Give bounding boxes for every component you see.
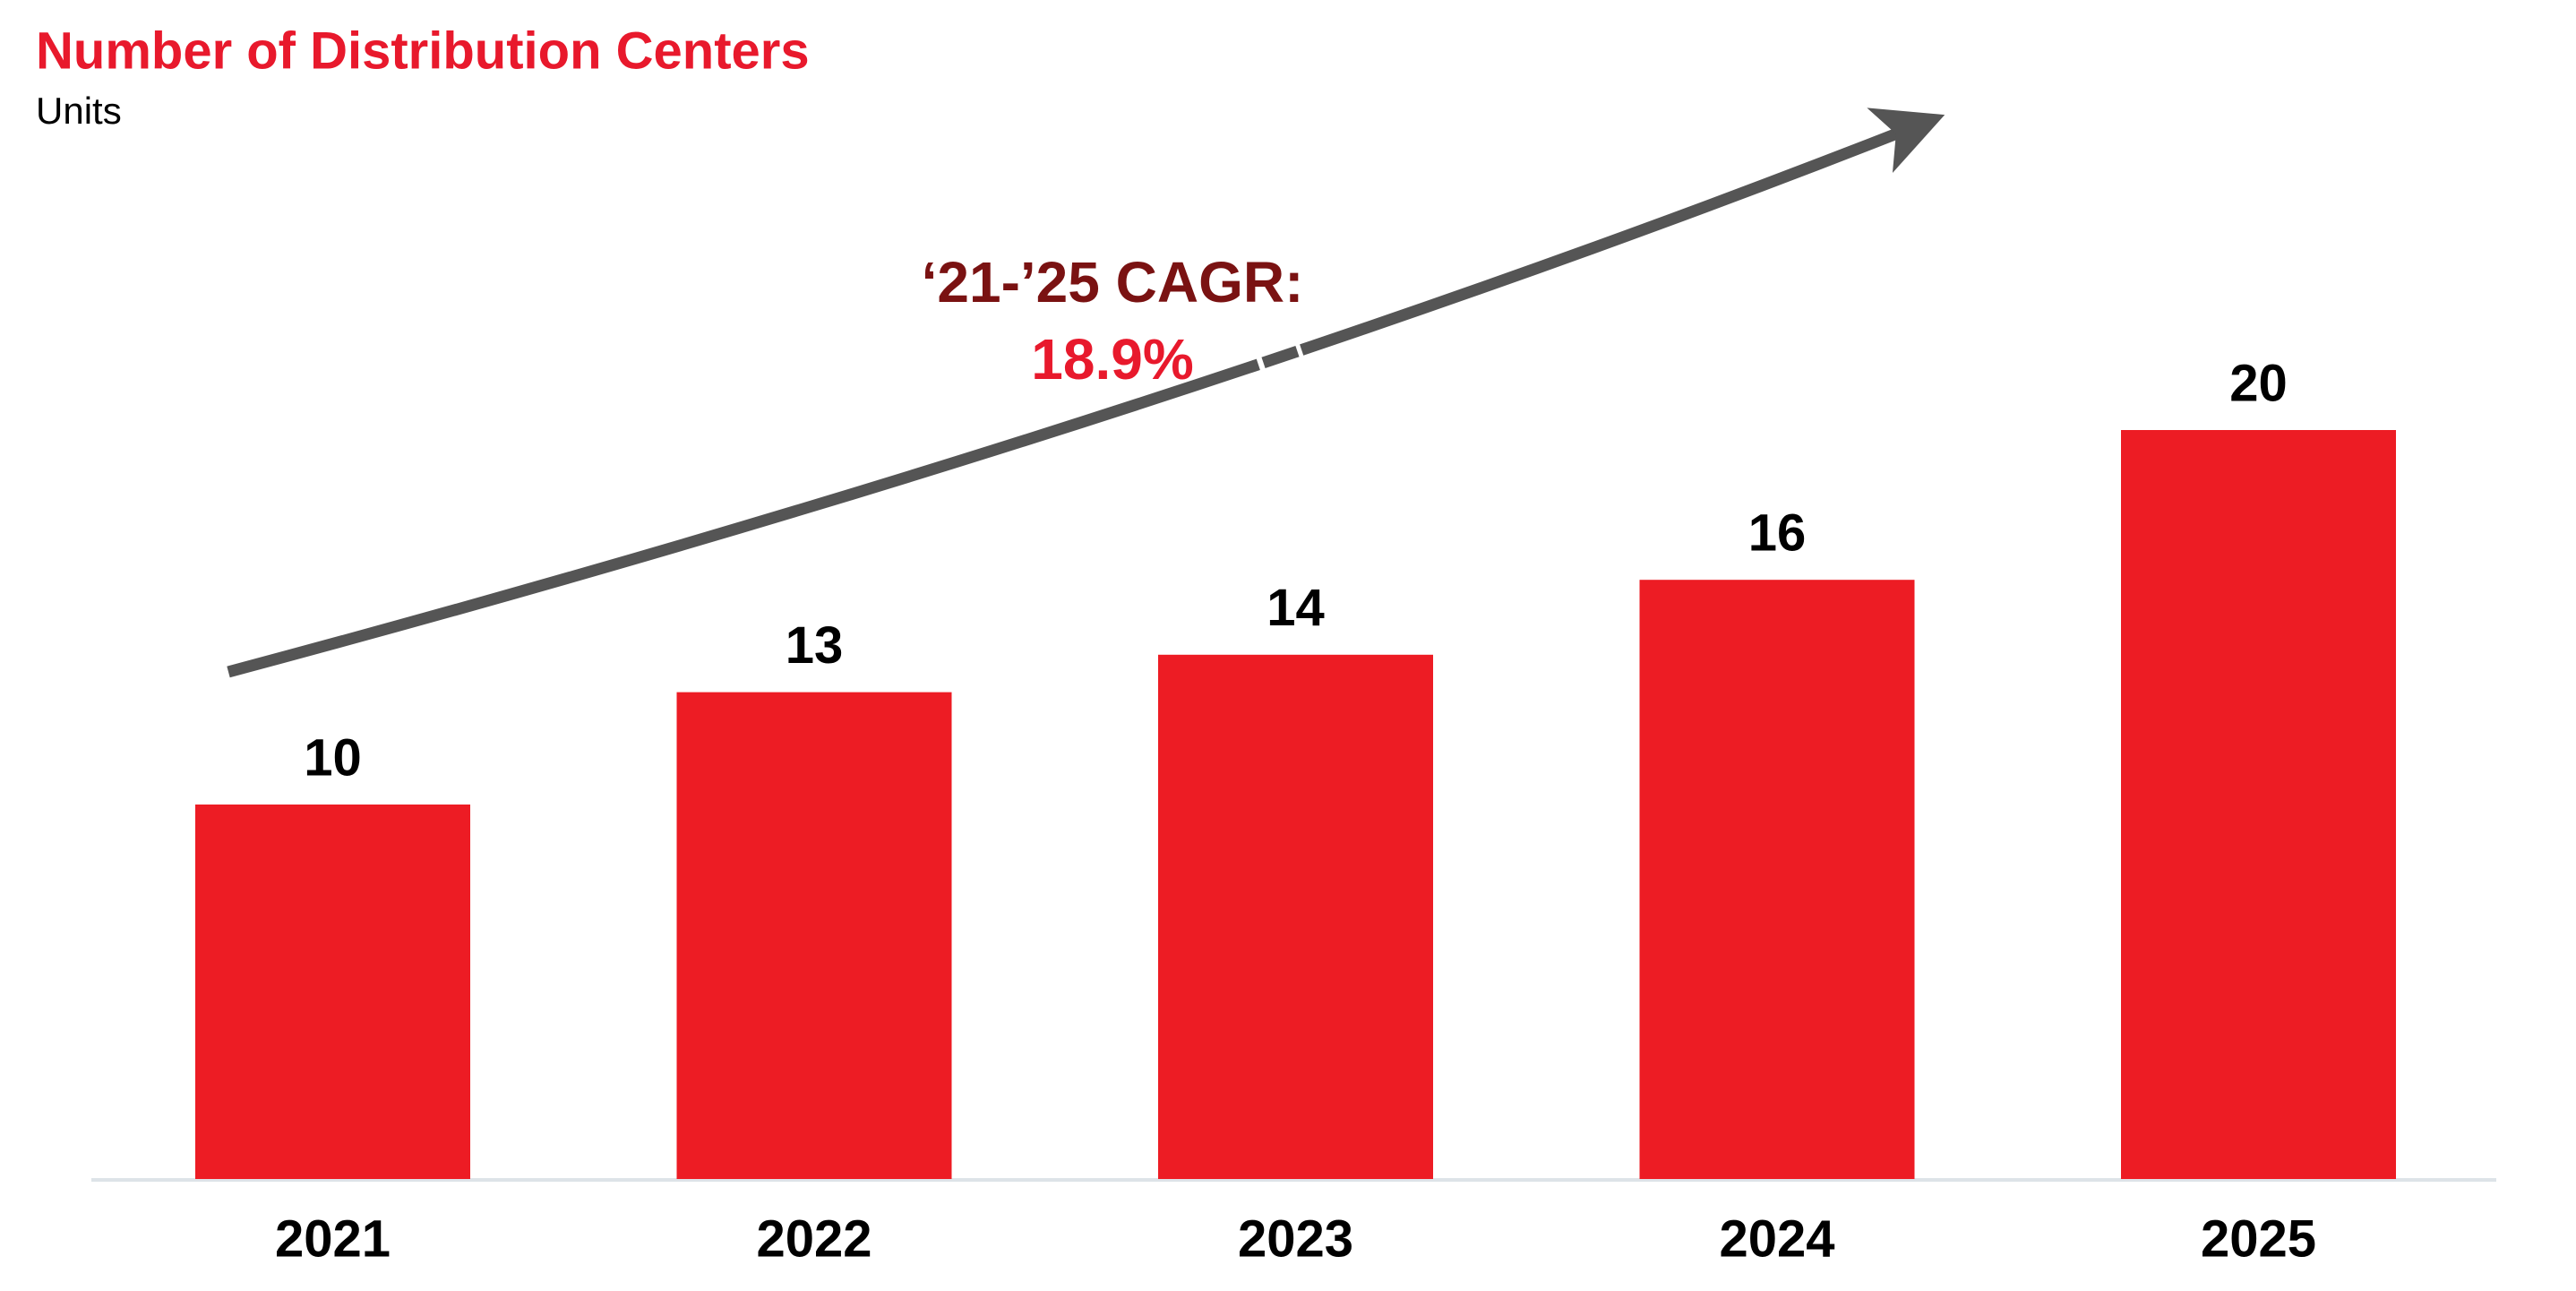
value-label: 13 — [786, 616, 844, 675]
annotation: ‘21-’25 CAGR: — [922, 250, 1304, 314]
bar — [1639, 580, 1915, 1179]
chart-subtitle: Units — [36, 90, 122, 132]
bar — [2121, 430, 2396, 1179]
chart-title: Number of Distribution Centers — [36, 22, 810, 80]
x-tick-label: 2025 — [2201, 1209, 2316, 1268]
trend-arrow — [227, 108, 1945, 678]
bar — [195, 805, 470, 1179]
value-label: 10 — [304, 728, 362, 787]
x-tick-label: 2024 — [1719, 1209, 1834, 1268]
annotation: 18.9% — [1031, 327, 1193, 392]
x-tick-label: 2023 — [1238, 1209, 1353, 1268]
x-tick-label: 2021 — [275, 1209, 391, 1268]
value-label: 20 — [2229, 354, 2288, 412]
x-tick-label: 2022 — [756, 1209, 872, 1268]
value-label: 14 — [1267, 579, 1325, 637]
value-label: 16 — [1748, 504, 1807, 563]
bar — [1158, 654, 1433, 1179]
bar — [676, 692, 952, 1179]
